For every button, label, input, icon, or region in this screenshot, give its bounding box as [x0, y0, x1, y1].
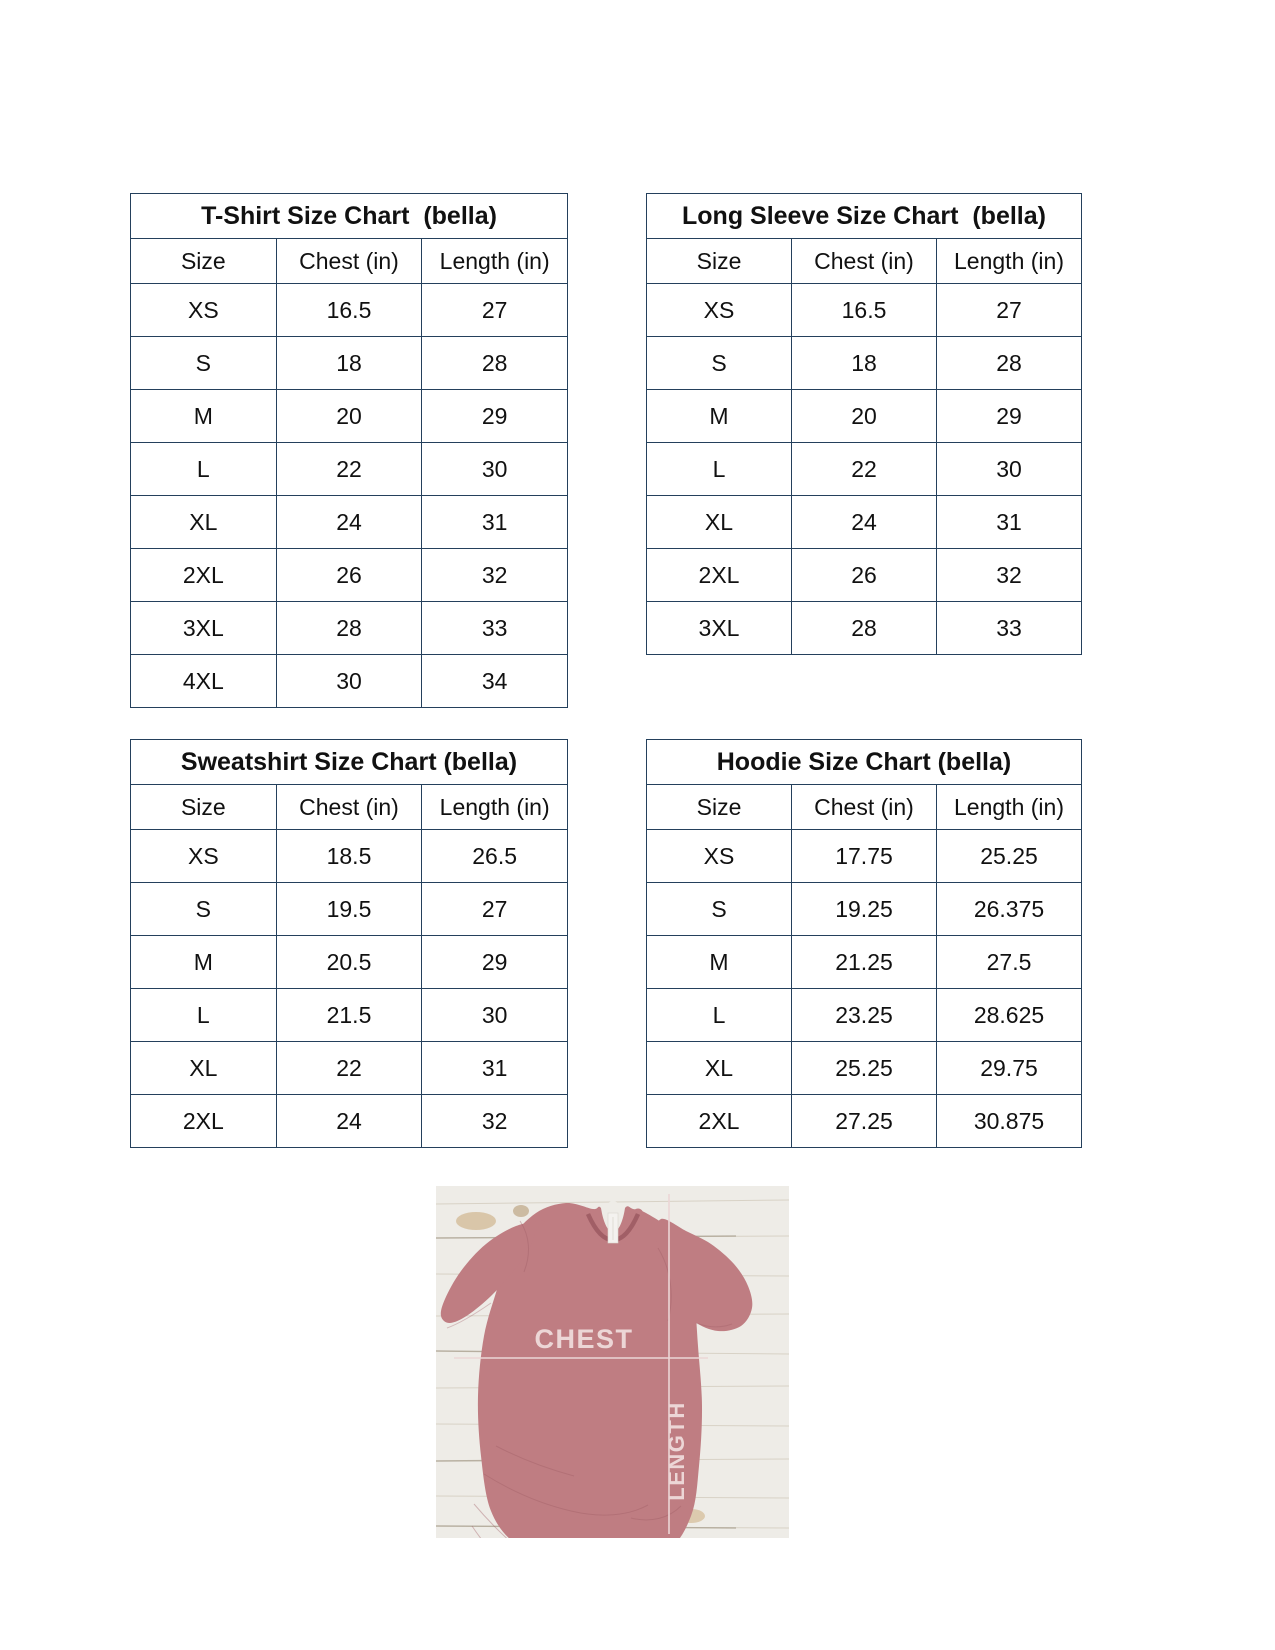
svg-text:CHEST: CHEST [534, 1324, 633, 1354]
svg-text:LENGTH: LENGTH [664, 1401, 689, 1500]
